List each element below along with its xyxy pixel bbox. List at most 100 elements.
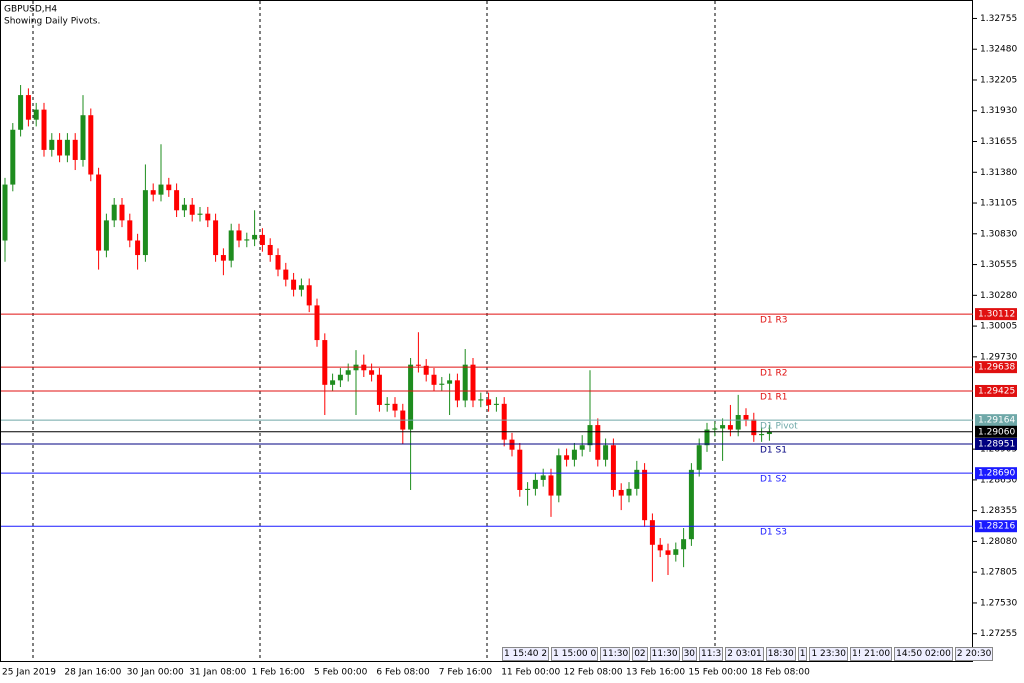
candle-body xyxy=(657,544,663,551)
candle-body xyxy=(408,364,414,430)
x-tick-label: 13 Feb 16:00 xyxy=(626,668,685,678)
candle-body xyxy=(720,425,726,429)
candle-body xyxy=(41,109,47,150)
pivot-name: D1 R2 xyxy=(760,369,788,379)
period-separators xyxy=(32,1,716,661)
y-tick-label: 1.28080 xyxy=(980,537,1017,547)
time-box: 2 03:01 xyxy=(725,647,764,661)
chart-subtitle: Showing Daily Pivots. xyxy=(4,17,100,27)
price-box xyxy=(975,361,1017,374)
candle-body xyxy=(564,455,570,460)
candle-body xyxy=(478,399,484,401)
price-box xyxy=(975,437,1017,450)
y-tick-label: 1.31105 xyxy=(980,199,1017,209)
candle-body xyxy=(470,364,476,401)
time-box: 1 xyxy=(797,647,808,661)
candle-body xyxy=(96,174,102,251)
candle-body xyxy=(595,425,601,460)
y-tick-label: 1.30005 xyxy=(980,322,1017,332)
candle-body xyxy=(197,213,203,215)
candle-body xyxy=(548,475,554,496)
time-box: 1 23:30 xyxy=(809,647,848,661)
time-box: 1 15:40 2 xyxy=(502,647,550,661)
candle-body xyxy=(509,439,515,450)
candle-body xyxy=(345,370,351,375)
candle-body xyxy=(493,403,499,405)
price-box-label: 1.29638 xyxy=(978,363,1015,373)
y-tick-label: 1.27255 xyxy=(980,629,1017,639)
candle-body xyxy=(681,539,687,550)
x-tick-label: 7 Feb 16:00 xyxy=(439,668,493,678)
y-tick-label: 1.31655 xyxy=(980,137,1017,147)
y-tick-label: 1.31380 xyxy=(980,168,1017,178)
candle-body xyxy=(556,455,562,496)
y-tick-label: 1.30280 xyxy=(980,291,1017,301)
candle-body xyxy=(462,364,468,401)
price-box xyxy=(975,520,1017,533)
candle-body xyxy=(634,469,640,489)
candle-body xyxy=(88,115,94,175)
candle-body xyxy=(142,190,148,256)
x-tick-label: 1 Feb 16:00 xyxy=(252,668,306,678)
candle-body xyxy=(283,269,289,280)
chart-title: GBPUSD,H4 xyxy=(4,5,57,15)
candle-body xyxy=(579,445,585,450)
candle-body xyxy=(298,285,304,290)
x-tick-label: 11 Feb 00:00 xyxy=(501,668,560,678)
candle-body xyxy=(189,204,195,215)
price-box-label: 1.29060 xyxy=(978,427,1015,437)
y-tick-label: 1.28630 xyxy=(980,475,1017,485)
y-tick-label: 1.27530 xyxy=(980,598,1017,608)
candle-body xyxy=(649,520,655,545)
candle-body xyxy=(322,340,328,385)
candle-body xyxy=(618,489,624,496)
price-box-label: 1.30112 xyxy=(978,310,1015,320)
y-tick-label: 1.27805 xyxy=(980,568,1017,578)
candle-body xyxy=(517,449,523,490)
candle-body xyxy=(252,234,258,240)
pivot-name: D1 S2 xyxy=(760,475,787,485)
candle-body xyxy=(244,239,250,241)
candle-body xyxy=(306,285,312,306)
candle-body xyxy=(766,431,772,435)
candle-body xyxy=(571,449,577,460)
candle-body xyxy=(712,428,718,430)
price-box-label: 1.28216 xyxy=(978,522,1015,532)
candle-body xyxy=(64,139,70,156)
candle-body xyxy=(501,403,507,440)
candle-body xyxy=(2,184,8,241)
x-tick-label: 31 Jan 08:00 xyxy=(189,668,246,678)
pivot-name: D1 R1 xyxy=(760,392,788,402)
candle-body xyxy=(369,370,375,375)
candle-body xyxy=(181,204,187,211)
candle-body xyxy=(236,230,242,241)
candle-body xyxy=(447,380,453,384)
candle-body xyxy=(150,190,156,195)
candle-body xyxy=(330,380,336,385)
candle-body xyxy=(376,374,382,405)
pivot-name: D1 R3 xyxy=(760,316,788,326)
x-tick-label: 5 Feb 00:00 xyxy=(314,668,368,678)
pivot-name: D1 S3 xyxy=(760,528,787,538)
price-box-label: 1.29425 xyxy=(978,386,1015,396)
time-box: 2 20:30 xyxy=(954,647,994,661)
candle-body xyxy=(751,419,757,436)
candle-body xyxy=(486,399,492,405)
candle-body xyxy=(423,365,429,375)
candle-body xyxy=(314,305,320,341)
candle-body xyxy=(759,434,765,436)
candle-body xyxy=(49,139,55,150)
time-box: 02 xyxy=(632,647,648,661)
time-box: 11:3 xyxy=(699,647,724,661)
candle-body xyxy=(275,255,281,270)
time-box: 1 15:00 0 xyxy=(551,647,599,661)
y-tick-label: 1.30555 xyxy=(980,260,1017,270)
candle-body xyxy=(135,240,141,256)
candle-body xyxy=(626,488,632,496)
time-box: 11:30 xyxy=(600,647,631,661)
y-tick-label: 1.30830 xyxy=(980,229,1017,239)
candle-body xyxy=(103,220,109,251)
x-tick-label: 15 Feb 00:00 xyxy=(688,668,747,678)
